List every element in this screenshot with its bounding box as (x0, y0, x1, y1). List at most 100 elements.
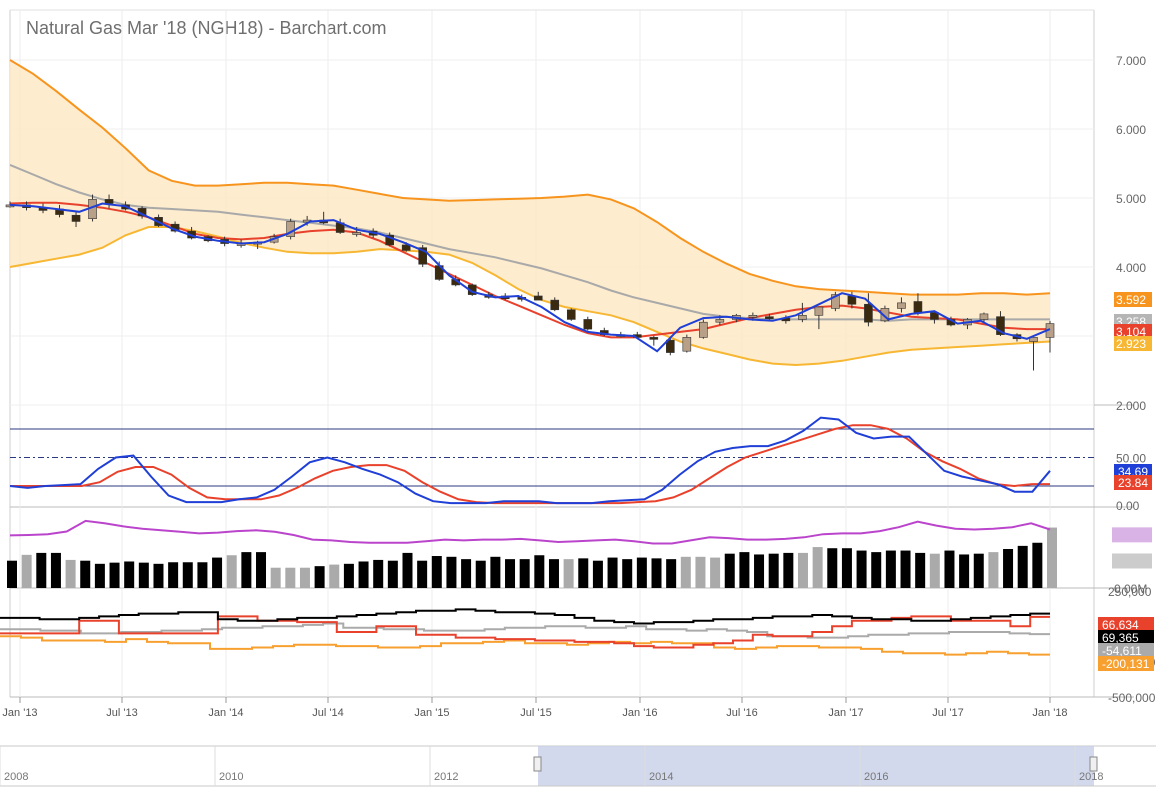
volume-badge (1112, 553, 1152, 569)
volume-bar (710, 557, 721, 588)
volume-bar (900, 550, 911, 588)
volume-bar (768, 553, 779, 588)
volume-bar (402, 552, 413, 588)
candle-body (104, 199, 114, 204)
ma-red-line (9, 201, 1050, 339)
volume-bar (959, 554, 970, 588)
stoch-y-tick-label: 0.00 (1116, 499, 1140, 513)
candle-body (765, 316, 774, 319)
cot-badge (1098, 617, 1154, 632)
volume-bar (329, 564, 340, 588)
x-tick-label: Jan '15 (414, 707, 449, 719)
volume-bar (182, 562, 193, 588)
volume-bar (299, 567, 310, 588)
stoch-d-line (10, 424, 1050, 505)
upper-band-line (9, 59, 1051, 296)
volume-bar (285, 567, 296, 588)
price-badge-label: 3.592 (1116, 293, 1146, 307)
candle-body (715, 319, 725, 323)
volume-bar (197, 562, 208, 588)
volume-bar (226, 555, 237, 588)
x-tick-label: Jan '16 (622, 707, 657, 719)
volume-bar (988, 552, 999, 588)
price-y-tick-label: 6.000 (1116, 123, 1146, 137)
price-y-tick-label: 2.000 (1116, 399, 1146, 413)
x-tick-label: Jan '13 (2, 707, 37, 719)
candle-body (814, 306, 824, 316)
volume-bar (36, 552, 47, 588)
volume-bar (490, 556, 501, 588)
volume-bar (534, 555, 545, 588)
volume-bar (21, 554, 32, 588)
volume-bar (973, 553, 984, 588)
chart-title: Natural Gas Mar '18 (NGH18) - Barchart.c… (26, 18, 387, 38)
volume-bar (505, 559, 516, 588)
volume-bar (885, 550, 896, 588)
volume-bar (1047, 527, 1057, 588)
candle-body (880, 308, 890, 322)
volume-bar (343, 563, 354, 588)
x-tick-label: Jan '14 (208, 707, 243, 719)
cot-badge-label: -54,611 (1102, 644, 1142, 658)
volume-bar (446, 556, 457, 588)
volume-bar (856, 550, 867, 588)
stoch-k-line (9, 416, 1051, 505)
volume-bar (812, 547, 823, 588)
volume-bar (563, 559, 574, 588)
candle-body (682, 337, 692, 352)
cot-badge-label: 69,365 (1102, 631, 1139, 645)
volume-bar (827, 548, 838, 588)
volume-bar (680, 556, 691, 588)
candle-body (583, 319, 593, 330)
navigator-handle-left (533, 756, 542, 772)
candle-body (352, 232, 361, 235)
candle-body (1029, 337, 1038, 342)
volume-bar (358, 561, 369, 588)
cot-y-tick-label: 250,000 (1108, 585, 1152, 599)
volume-bar (241, 552, 252, 588)
price-y-tick-label: 7.000 (1116, 54, 1146, 68)
volume-bar (695, 556, 706, 588)
stoch-badge (1114, 475, 1152, 490)
candle-body (566, 309, 576, 320)
volume-bar (607, 557, 618, 588)
candle-body (71, 214, 81, 222)
price-badge (1114, 336, 1152, 351)
navigator-year-label: 2012 (434, 771, 458, 783)
candle-body (385, 234, 394, 246)
volume-bar (212, 557, 223, 588)
x-tick-label: Jul '15 (520, 707, 551, 719)
volume-bar (666, 559, 677, 588)
candle-body (533, 295, 543, 301)
candle-body (666, 339, 675, 353)
volume-bar (109, 562, 120, 588)
navigator-handle-right (1089, 756, 1098, 772)
price-badge-label: 2.923 (1116, 337, 1146, 351)
volume-bar (94, 563, 105, 588)
cot-badge (1098, 656, 1154, 671)
volume-bar (915, 552, 926, 588)
ma-blue-line (9, 202, 1051, 353)
volume-bar (387, 560, 398, 588)
volume-bar (636, 557, 647, 588)
candle-body (831, 294, 840, 309)
price-badge-label: 3.104 (1116, 325, 1146, 339)
volume-bar (592, 560, 603, 588)
volume-bar (314, 566, 325, 588)
volume-bar (138, 562, 149, 588)
navigator-year-label: 2014 (649, 771, 673, 783)
ma-gray-line (9, 163, 1050, 322)
candle-body (401, 244, 411, 251)
x-tick-label: Jul '17 (932, 707, 963, 719)
volume-bar (944, 550, 955, 588)
navigator-selection (538, 746, 1094, 786)
candle-body (699, 321, 708, 338)
oi-badge (1112, 527, 1152, 543)
volume-bar (50, 552, 61, 588)
volume-bar (1032, 542, 1043, 588)
volume-bar (651, 558, 662, 588)
volume-bar (1003, 549, 1014, 588)
x-tick-label: Jul '16 (726, 707, 757, 719)
